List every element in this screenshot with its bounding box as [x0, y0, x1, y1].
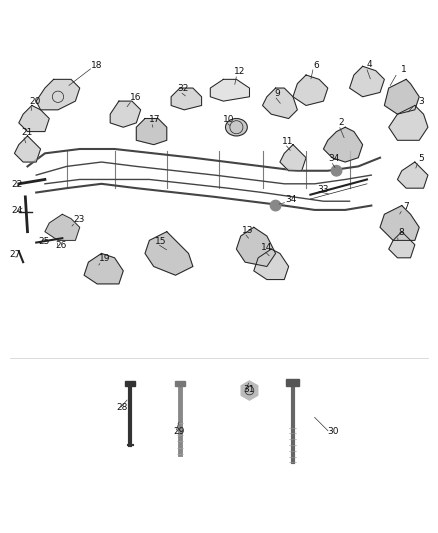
Text: 5: 5 — [418, 154, 424, 163]
Text: 25: 25 — [39, 237, 50, 246]
Text: 1: 1 — [401, 65, 407, 74]
Text: 31: 31 — [243, 385, 254, 394]
Polygon shape — [145, 232, 193, 275]
Polygon shape — [293, 75, 328, 106]
Polygon shape — [110, 101, 141, 127]
Text: 26: 26 — [56, 241, 67, 250]
Text: 24: 24 — [11, 206, 22, 215]
Text: 12: 12 — [234, 68, 246, 76]
Text: 10: 10 — [223, 115, 234, 124]
Text: 19: 19 — [99, 254, 111, 263]
Ellipse shape — [226, 118, 247, 136]
Polygon shape — [262, 88, 297, 118]
Polygon shape — [380, 206, 419, 240]
Polygon shape — [136, 118, 167, 144]
FancyBboxPatch shape — [286, 379, 299, 386]
Polygon shape — [323, 127, 363, 162]
Polygon shape — [385, 79, 419, 114]
Text: 9: 9 — [275, 89, 280, 98]
Polygon shape — [19, 106, 49, 132]
Polygon shape — [280, 144, 306, 171]
Polygon shape — [389, 106, 428, 140]
Text: 17: 17 — [149, 115, 160, 124]
Text: 21: 21 — [21, 128, 32, 137]
Circle shape — [331, 166, 342, 176]
Text: 20: 20 — [30, 98, 41, 107]
Text: 18: 18 — [91, 61, 102, 70]
Text: 2: 2 — [338, 117, 344, 126]
Text: 27: 27 — [10, 250, 21, 259]
Circle shape — [270, 200, 281, 211]
Text: 7: 7 — [403, 202, 409, 211]
Polygon shape — [210, 79, 250, 101]
Text: 15: 15 — [155, 237, 166, 246]
Text: 22: 22 — [11, 180, 22, 189]
FancyBboxPatch shape — [125, 381, 135, 386]
Polygon shape — [350, 66, 385, 97]
Text: 34: 34 — [285, 195, 297, 204]
Text: 13: 13 — [241, 226, 253, 235]
Text: 33: 33 — [317, 184, 328, 193]
Polygon shape — [397, 162, 428, 188]
Text: 23: 23 — [73, 215, 85, 224]
Polygon shape — [84, 254, 123, 284]
Text: 16: 16 — [130, 93, 141, 102]
Polygon shape — [254, 249, 289, 279]
Polygon shape — [14, 136, 41, 162]
Text: 4: 4 — [366, 60, 372, 69]
Text: 8: 8 — [398, 228, 404, 237]
Polygon shape — [389, 232, 415, 258]
Text: 32: 32 — [178, 84, 189, 93]
Text: 6: 6 — [314, 61, 319, 70]
Polygon shape — [36, 79, 80, 110]
Polygon shape — [171, 88, 201, 110]
Text: 14: 14 — [261, 243, 272, 252]
FancyBboxPatch shape — [176, 381, 185, 386]
Text: 3: 3 — [418, 98, 424, 107]
Text: 30: 30 — [327, 426, 339, 435]
Polygon shape — [237, 228, 276, 266]
Polygon shape — [45, 214, 80, 240]
Text: 29: 29 — [173, 426, 185, 435]
Text: 28: 28 — [117, 403, 128, 413]
Text: 34: 34 — [328, 154, 340, 163]
Text: 11: 11 — [282, 136, 293, 146]
